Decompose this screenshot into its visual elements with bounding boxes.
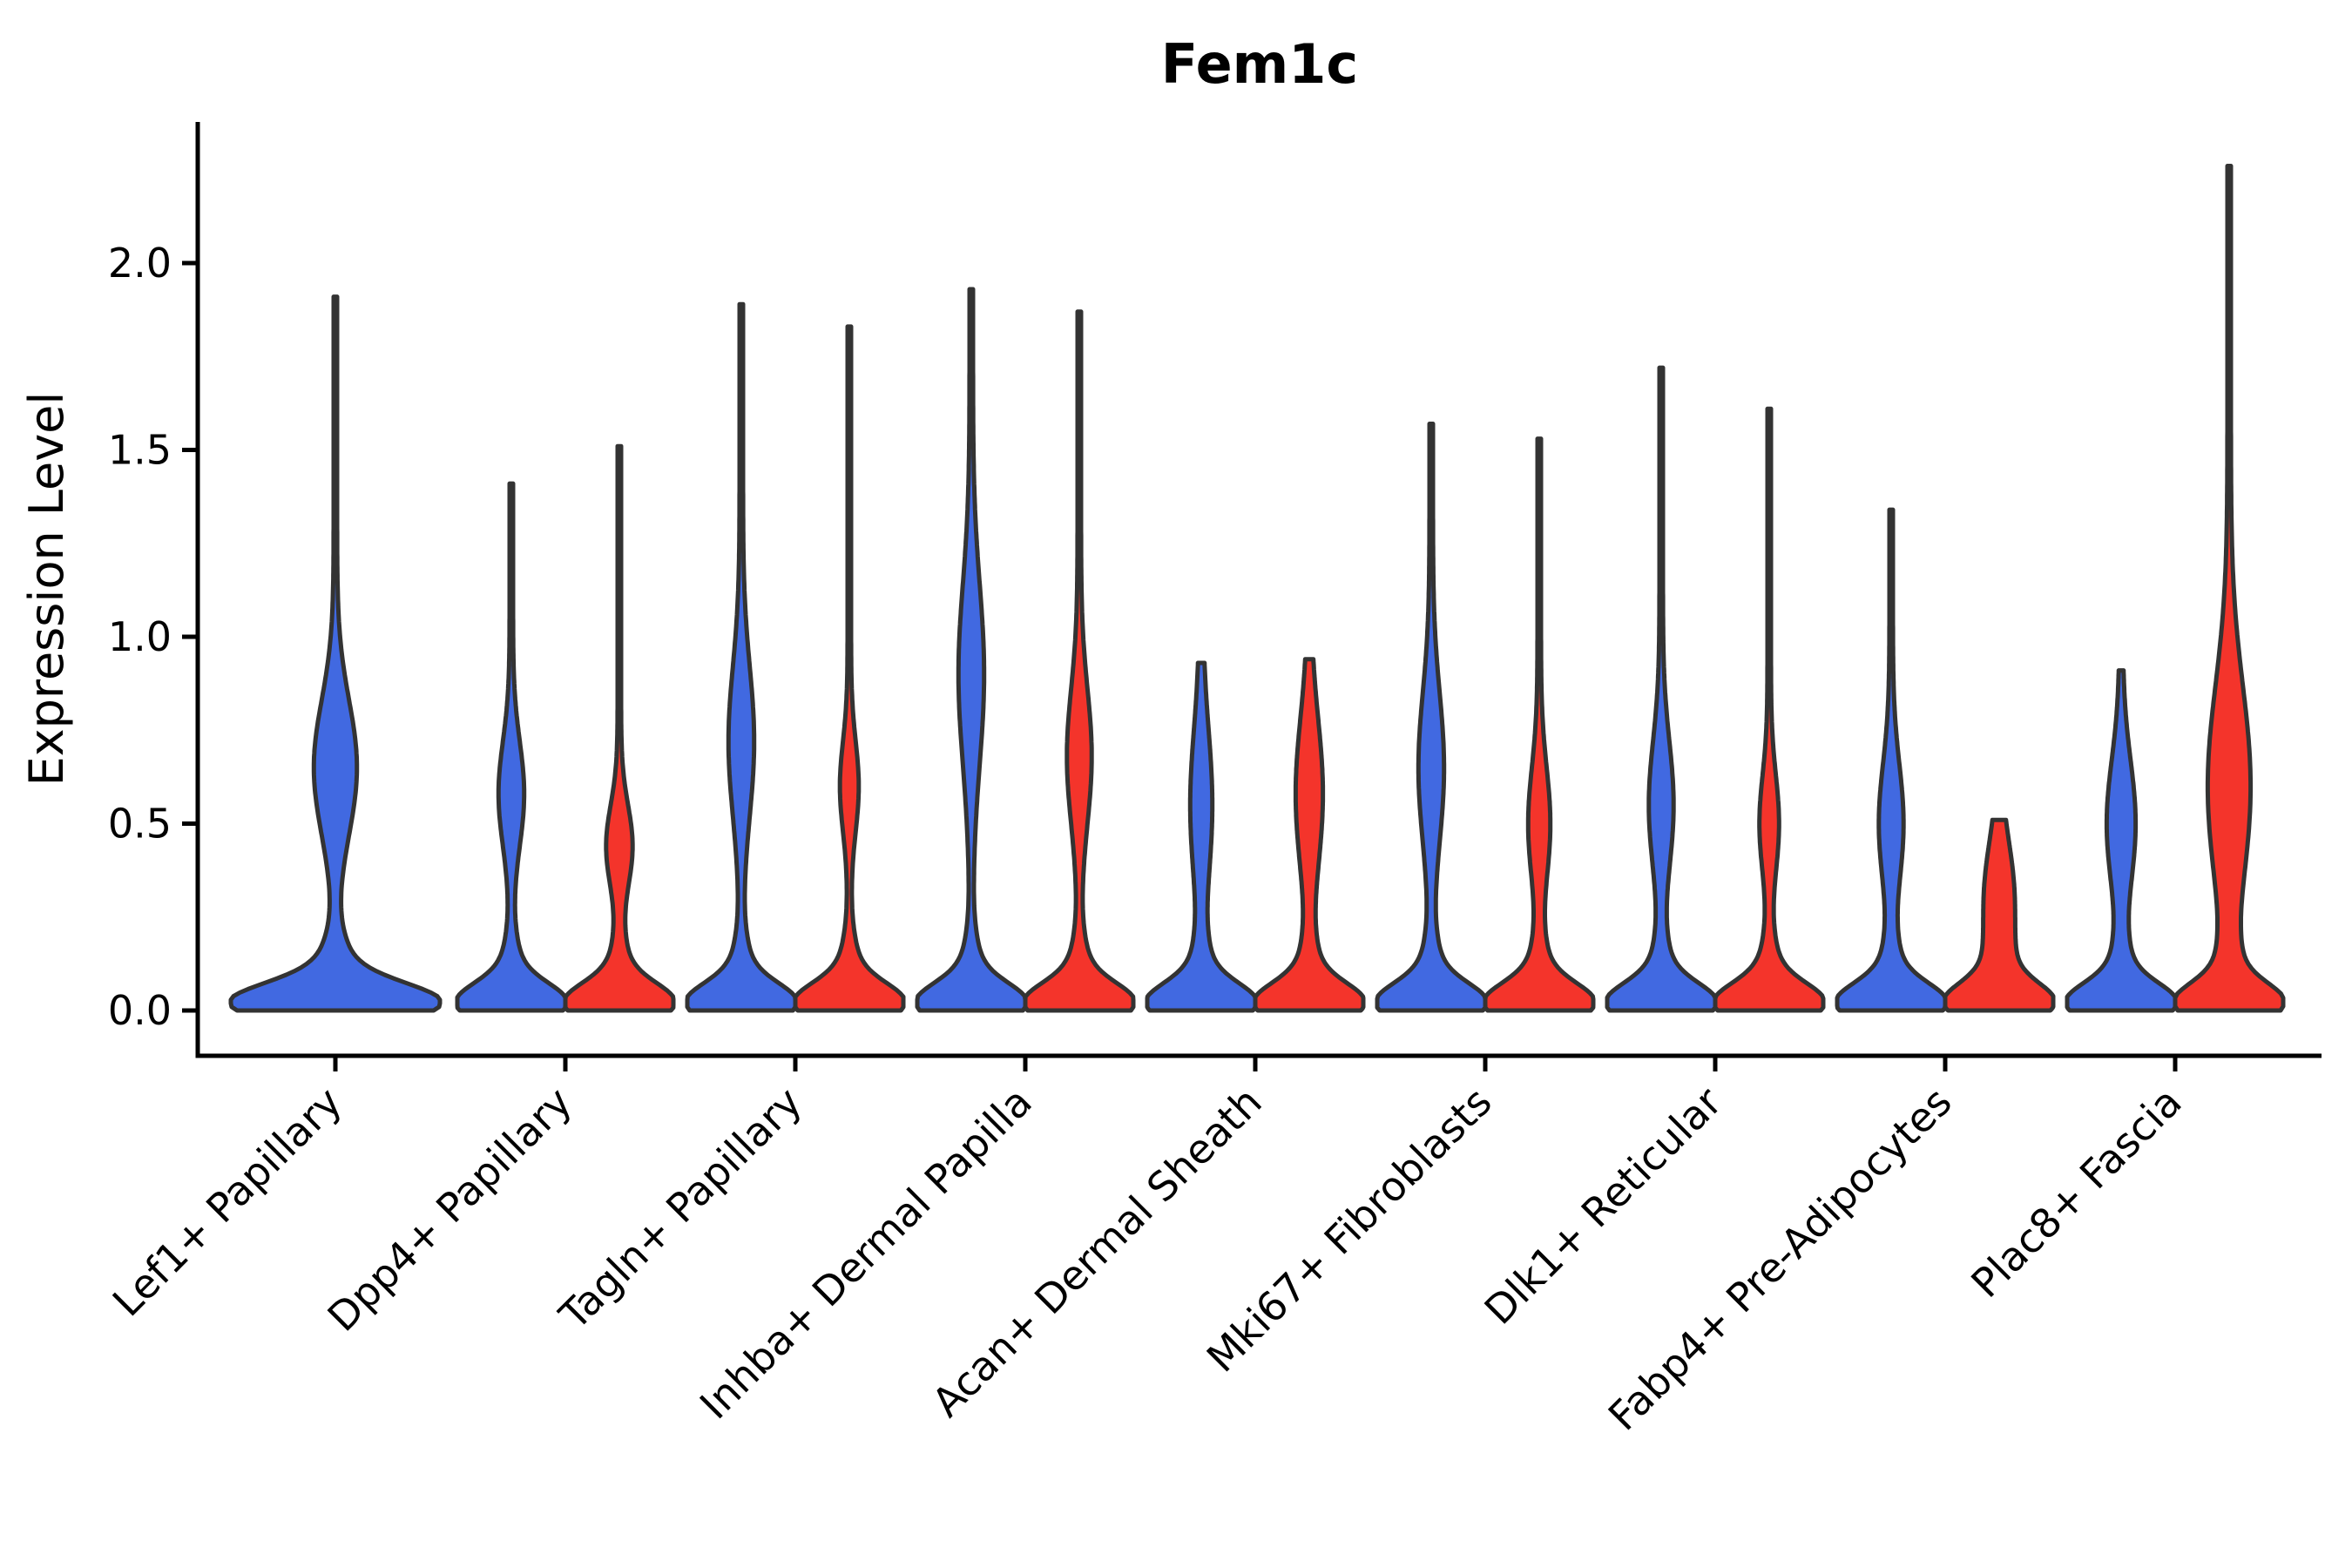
- x-tick-label: Lef1+ Papillary: [104, 1078, 351, 1326]
- y-tick-label: 0.0: [108, 987, 172, 1034]
- y-tick-label: 1.0: [108, 613, 172, 660]
- violin-inhba-dermal-papilla-red: [1023, 309, 1136, 1013]
- x-tick-label: Dlk1+ Reticular: [1476, 1078, 1731, 1334]
- y-tick-label: 1.5: [108, 427, 172, 474]
- violin-tagln-papillary-red: [793, 324, 906, 1013]
- violin-fabp4-pre-adipocytes-blue: [1835, 507, 1948, 1013]
- violin-dlk1-reticular-blue: [1605, 365, 1718, 1013]
- violin-dlk1-reticular-red: [1713, 406, 1826, 1013]
- y-axis-title: Expression Level: [19, 392, 74, 787]
- x-tick-label: Dpp4+ Papillary: [319, 1078, 581, 1341]
- violin-group: [228, 164, 2286, 1013]
- violin-plac8-fascia-blue: [2065, 668, 2178, 1013]
- violin-acan-dermal-sheath-red: [1253, 657, 1366, 1013]
- y-axis-ticks: 0.0 0.5 1.0 1.5 2.0: [108, 240, 198, 1034]
- y-tick-label: 0.5: [108, 801, 172, 848]
- violin-fabp4-pre-adipocytes-red: [1943, 817, 2056, 1013]
- chart-title: Fem1c: [1161, 32, 1358, 96]
- x-tick-label: Tagln+ Papillary: [550, 1078, 811, 1340]
- violin-mki67-fibroblasts-blue: [1375, 422, 1488, 1013]
- violin-dpp4-papillary-blue: [455, 481, 568, 1013]
- violin-dpp4-papillary-red: [563, 443, 676, 1013]
- violin-tagln-papillary-blue: [685, 301, 798, 1013]
- violin-mki67-fibroblasts-red: [1483, 436, 1596, 1013]
- violin-inhba-dermal-papilla-blue: [915, 287, 1028, 1013]
- violin-lef1-papillary-blue: [228, 294, 443, 1013]
- violin-acan-dermal-sheath-blue: [1145, 660, 1258, 1013]
- violin-plac8-fascia-red: [2173, 164, 2286, 1013]
- y-tick-label: 2.0: [108, 240, 172, 287]
- x-tick-label: Plac8+ Fascia: [1962, 1078, 2190, 1307]
